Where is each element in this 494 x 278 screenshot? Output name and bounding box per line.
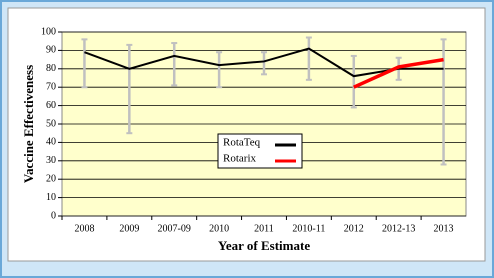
y-tick-label: 80 bbox=[46, 63, 56, 74]
y-tick-label: 30 bbox=[46, 155, 56, 166]
x-tick-label: 2007-09 bbox=[158, 223, 191, 234]
x-tick-label: 2010-11 bbox=[292, 223, 325, 234]
y-tick-label: 0 bbox=[51, 210, 56, 221]
x-axis-title: Year of Estimate bbox=[218, 238, 310, 253]
y-tick-label: 50 bbox=[46, 118, 56, 129]
legend-label: Rotarix bbox=[223, 153, 256, 165]
x-tick-label: 2011 bbox=[254, 223, 274, 234]
x-tick-label: 2012 bbox=[344, 223, 364, 234]
series-line bbox=[84, 47, 444, 78]
y-tick-label: 100 bbox=[41, 26, 56, 37]
y-tick-label: 90 bbox=[46, 45, 56, 56]
y-tick-label: 40 bbox=[46, 137, 56, 148]
y-tick-label: 60 bbox=[46, 100, 56, 111]
x-tick-label: 2013 bbox=[434, 223, 454, 234]
y-tick-label: 70 bbox=[46, 81, 56, 92]
y-axis-title: Vaccine Effectiveness bbox=[21, 65, 36, 183]
series-line bbox=[353, 57, 444, 89]
x-tick-label: 2012-13 bbox=[382, 223, 415, 234]
legend-label: RotaTeq bbox=[223, 137, 261, 149]
y-tick-label: 20 bbox=[46, 173, 56, 184]
x-tick-label: 2010 bbox=[209, 223, 229, 234]
x-tick-label: 2009 bbox=[119, 223, 139, 234]
y-tick-label: 10 bbox=[46, 192, 56, 203]
x-tick-label: 2008 bbox=[74, 223, 94, 234]
legend-box bbox=[217, 133, 303, 169]
